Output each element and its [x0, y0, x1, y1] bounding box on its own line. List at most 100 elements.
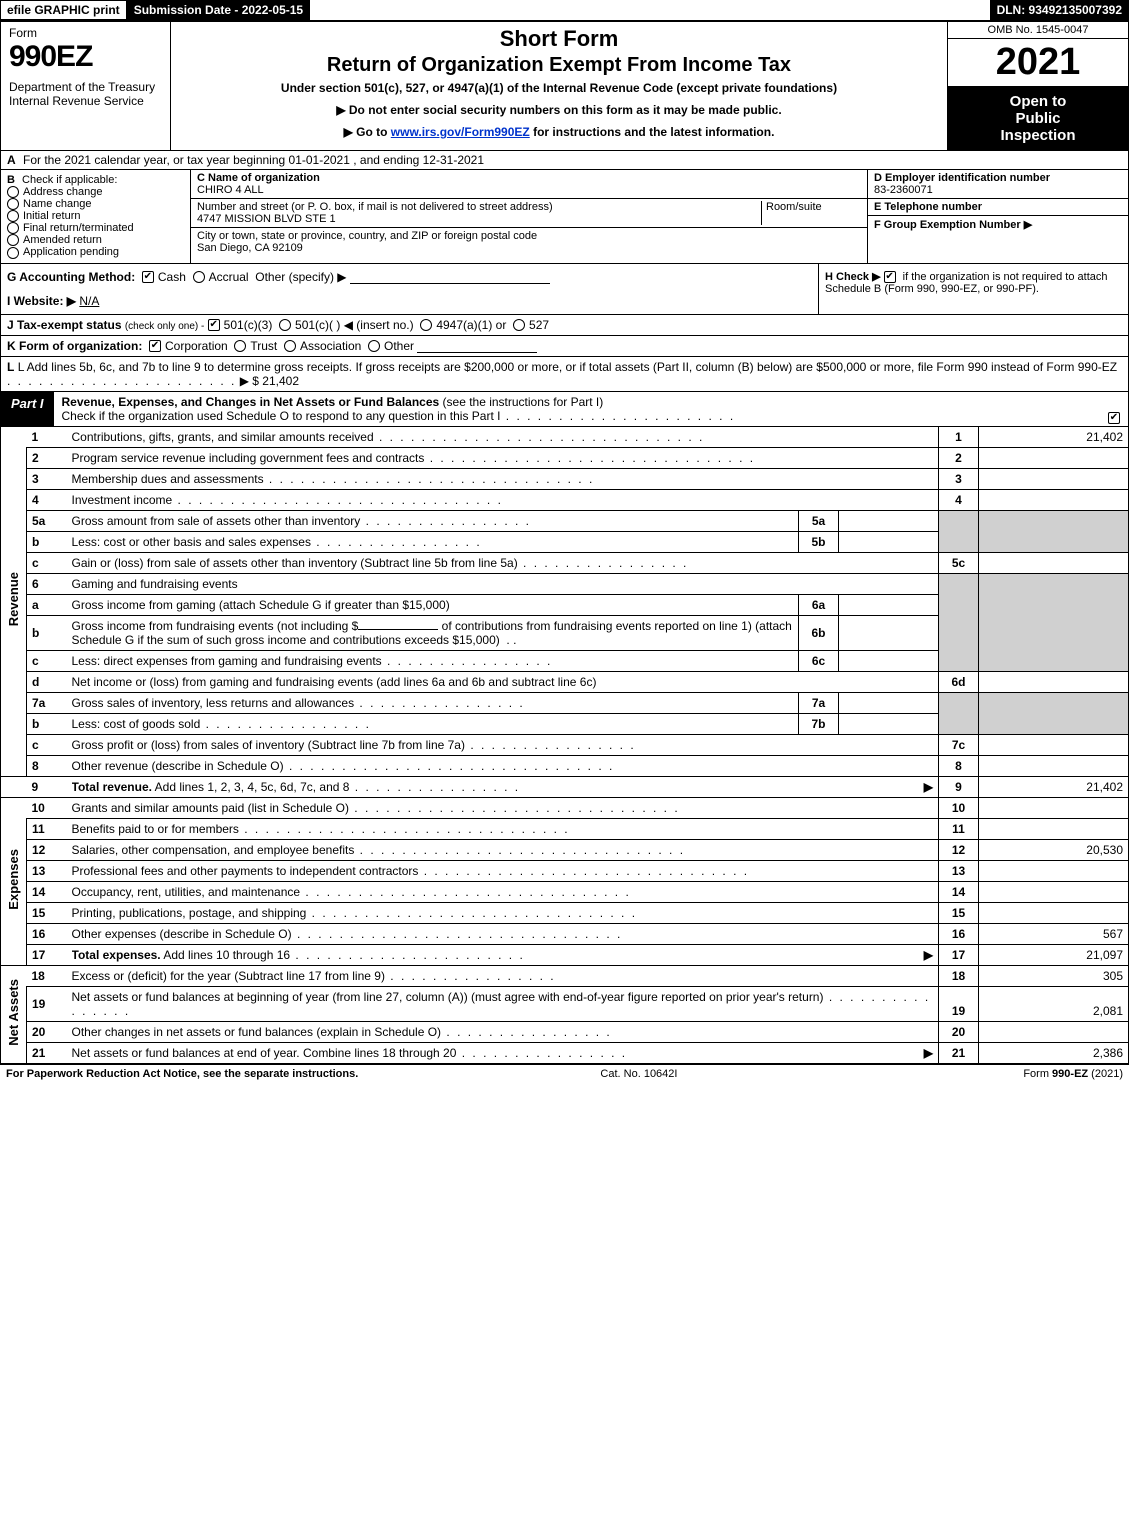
letter-l: L [7, 360, 14, 374]
row-k: K Form of organization: Corporation Trus… [0, 336, 1129, 357]
chk-application-pending[interactable] [7, 247, 19, 259]
ln-6c-mini-val [839, 650, 939, 671]
ln-6b-desc: Gross income from fundraising events (no… [67, 615, 799, 650]
chk-501c3[interactable] [208, 319, 220, 331]
chk-schedule-o-part1[interactable] [1108, 412, 1120, 424]
lbl-association: Association [300, 339, 361, 353]
ln-4-val [979, 489, 1129, 510]
ln-12-col: 12 [939, 839, 979, 860]
chk-corporation[interactable] [149, 340, 161, 352]
ln-7a-mini: 7a [799, 692, 839, 713]
line-9: 9 Total revenue. Add lines 1, 2, 3, 4, 5… [1, 776, 1129, 797]
main-title: Return of Organization Exempt From Incom… [181, 54, 937, 77]
ln-6b-mini-val [839, 615, 939, 650]
ln-9-col: 9 [939, 776, 979, 797]
row-g-h: G Accounting Method: Cash Accrual Other … [0, 264, 1129, 315]
ln-6a-desc: Gross income from gaming (attach Schedul… [67, 594, 799, 615]
line-6: 6 Gaming and fundraising events [1, 573, 1129, 594]
ln-20-col: 20 [939, 1021, 979, 1042]
ln-4-num: 4 [27, 489, 67, 510]
ln-7c-val [979, 734, 1129, 755]
ln-3-col: 3 [939, 468, 979, 489]
chk-amended-return[interactable] [7, 234, 19, 246]
ln-10-num: 10 [27, 797, 67, 818]
topbar-spacer [310, 0, 989, 20]
line-3: 3 Membership dues and assessments 3 [1, 468, 1129, 489]
ln-5ab-grey-val [979, 510, 1129, 552]
ein-label: D Employer identification number [874, 172, 1122, 184]
lbl-other-specify: Other (specify) ▶ [255, 270, 346, 284]
row-l-text: L Add lines 5b, 6c, and 7b to line 9 to … [18, 360, 1117, 374]
chk-address-change[interactable] [7, 186, 19, 198]
ln-6-desc: Gaming and fundraising events [67, 573, 939, 594]
short-form-title: Short Form [181, 26, 937, 52]
chk-accrual[interactable] [193, 271, 205, 283]
form-header-left: Form 990EZ Department of the Treasury In… [1, 22, 171, 150]
ln-7b-mini: 7b [799, 713, 839, 734]
city-label: City or town, state or province, country… [197, 230, 861, 242]
chk-cash[interactable] [142, 271, 154, 283]
other-org-input[interactable] [417, 352, 537, 353]
other-specify-input[interactable] [350, 283, 550, 284]
ln-20-val [979, 1021, 1129, 1042]
top-bar: efile GRAPHIC print Submission Date - 20… [0, 0, 1129, 21]
ln-8-desc: Other revenue (describe in Schedule O) [67, 755, 939, 776]
line-4: 4 Investment income 4 [1, 489, 1129, 510]
section-b: B Check if applicable: Address change Na… [1, 170, 191, 263]
ln-17-desc: Total expenses. Add lines 10 through 16▶ [67, 944, 939, 965]
chk-final-return[interactable] [7, 222, 19, 234]
ln-6a-mini-val [839, 594, 939, 615]
ln-15-desc: Printing, publications, postage, and shi… [67, 902, 939, 923]
ln-11-val [979, 818, 1129, 839]
lbl-final-return: Final return/terminated [23, 222, 134, 234]
chk-other-org[interactable] [368, 340, 380, 352]
ln-3-val [979, 468, 1129, 489]
chk-schedule-b[interactable] [884, 271, 896, 283]
line-7a: 7a Gross sales of inventory, less return… [1, 692, 1129, 713]
part-1-sub: Check if the organization used Schedule … [62, 409, 501, 423]
lbl-501c-suffix: ◀ (insert no.) [344, 318, 414, 332]
ln-4-col: 4 [939, 489, 979, 510]
ln-4-desc: Investment income [67, 489, 939, 510]
lbl-501c: 501(c)( ) [295, 318, 340, 332]
ln-7-grey [939, 692, 979, 734]
row-l: L L Add lines 5b, 6c, and 7b to line 9 t… [0, 357, 1129, 392]
ln-6a-mini: 6a [799, 594, 839, 615]
efile-print-cell[interactable]: efile GRAPHIC print [0, 0, 127, 20]
chk-527[interactable] [513, 319, 525, 331]
ln-6b-mini: 6b [799, 615, 839, 650]
room-suite-label: Room/suite [761, 201, 861, 225]
ln-19-col: 19 [939, 986, 979, 1021]
ln-14-num: 14 [27, 881, 67, 902]
chk-association[interactable] [284, 340, 296, 352]
ln-12-num: 12 [27, 839, 67, 860]
ln-1-val: 21,402 [979, 427, 1129, 448]
tax-exempt-sub: (check only one) - [125, 321, 204, 332]
net-assets-section-label: Net Assets [1, 965, 27, 1063]
ln-10-col: 10 [939, 797, 979, 818]
chk-4947[interactable] [420, 319, 432, 331]
ln-17-num: 17 [27, 944, 67, 965]
row-a-text: For the 2021 calendar year, or tax year … [23, 153, 484, 167]
ln-5a-desc: Gross amount from sale of assets other t… [67, 510, 799, 531]
part-1-header: Part I Revenue, Expenses, and Changes in… [0, 392, 1129, 427]
row-h: H Check ▶ if the organization is not req… [818, 264, 1128, 314]
chk-trust[interactable] [234, 340, 246, 352]
chk-name-change[interactable] [7, 198, 19, 210]
info-block: B Check if applicable: Address change Na… [0, 170, 1129, 264]
irs-link[interactable]: www.irs.gov/Form990EZ [391, 125, 530, 139]
ln-9-desc: Total revenue. Add lines 1, 2, 3, 4, 5c,… [67, 776, 939, 797]
line-15: 15 Printing, publications, postage, and … [1, 902, 1129, 923]
ln-12-desc: Salaries, other compensation, and employ… [67, 839, 939, 860]
form-org-label: K Form of organization: [7, 339, 142, 353]
row-a-tax-year: A For the 2021 calendar year, or tax yea… [0, 151, 1129, 170]
subtitle: Under section 501(c), 527, or 4947(a)(1)… [181, 81, 937, 95]
chk-501c[interactable] [279, 319, 291, 331]
ln-18-desc: Excess or (deficit) for the year (Subtra… [67, 965, 939, 986]
chk-initial-return[interactable] [7, 210, 19, 222]
row-l-amount-prefix: ▶ $ [240, 374, 263, 388]
form-number: 990EZ [9, 40, 162, 74]
section-c: C Name of organization CHIRO 4 ALL Numbe… [191, 170, 868, 263]
ln-17-col: 17 [939, 944, 979, 965]
ln-6b-blank[interactable] [358, 629, 438, 630]
